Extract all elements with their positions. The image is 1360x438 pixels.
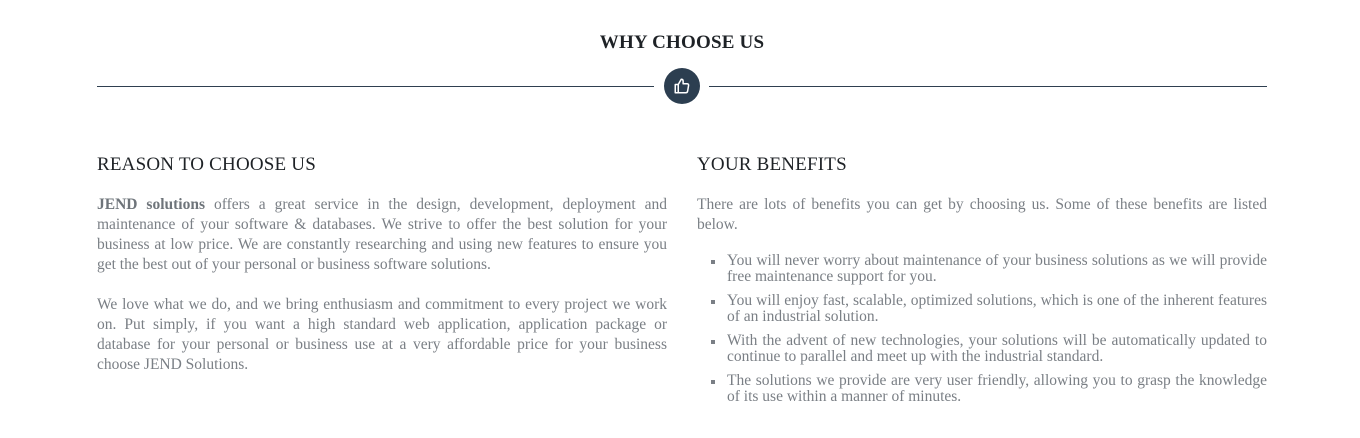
divider-badge bbox=[664, 68, 700, 104]
section-divider bbox=[97, 68, 1267, 106]
benefits-intro: There are lots of benefits you can get b… bbox=[697, 196, 1267, 233]
benefits-heading: YOUR BENEFITS bbox=[697, 154, 847, 175]
reasons-column: REASON TO CHOOSE US JEND solutions offer… bbox=[97, 153, 667, 395]
list-item: You will never worry about maintenance o… bbox=[711, 252, 1267, 285]
divider-line-left bbox=[97, 86, 654, 87]
list-item: With the advent of new technologies, you… bbox=[711, 332, 1267, 365]
reasons-paragraph-2: We love what we do, and we bring enthusi… bbox=[97, 296, 667, 373]
list-item: You will enjoy fast, scalable, optimized… bbox=[711, 292, 1267, 325]
divider-line-right bbox=[709, 86, 1267, 87]
reasons-heading: REASON TO CHOOSE US bbox=[97, 154, 316, 175]
benefits-column: YOUR BENEFITS There are lots of benefits… bbox=[697, 153, 1267, 413]
section-title: WHY CHOOSE US bbox=[599, 31, 765, 53]
benefits-list: You will never worry about maintenance o… bbox=[697, 253, 1267, 405]
brand-name: JEND solutions bbox=[97, 196, 206, 213]
reasons-paragraph-1: JEND solutions offers a great service in… bbox=[97, 195, 667, 275]
reasons-paragraph-1-text: offers a great service in the design, de… bbox=[97, 196, 667, 273]
thumbs-up-icon bbox=[674, 78, 690, 94]
list-item: The solutions we provide are very user f… bbox=[711, 372, 1267, 405]
